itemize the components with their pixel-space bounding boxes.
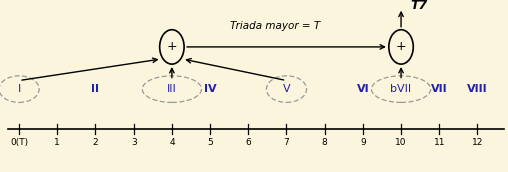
Text: 8: 8 [322, 138, 328, 147]
Text: 6: 6 [245, 138, 251, 147]
Text: IV: IV [204, 84, 216, 94]
Text: 1: 1 [54, 138, 60, 147]
Text: Triada mayor = T: Triada mayor = T [230, 21, 320, 31]
Text: +: + [396, 40, 406, 53]
Text: 11: 11 [433, 138, 445, 147]
Text: VI: VI [357, 84, 369, 94]
Text: bVII: bVII [391, 84, 411, 94]
Text: 3: 3 [131, 138, 137, 147]
Text: VII: VII [431, 84, 448, 94]
Text: 2: 2 [92, 138, 99, 147]
Text: 5: 5 [207, 138, 213, 147]
Text: I: I [17, 84, 21, 94]
Text: VIII: VIII [467, 84, 488, 94]
Text: 9: 9 [360, 138, 366, 147]
Text: 4: 4 [169, 138, 175, 147]
Text: V: V [282, 84, 290, 94]
Text: 12: 12 [472, 138, 483, 147]
Text: 10: 10 [395, 138, 407, 147]
Text: 0(T): 0(T) [10, 138, 28, 147]
Text: II: II [91, 84, 100, 94]
Text: III: III [167, 84, 177, 94]
Text: +: + [167, 40, 177, 53]
Text: T7: T7 [410, 0, 428, 12]
Text: 7: 7 [283, 138, 290, 147]
